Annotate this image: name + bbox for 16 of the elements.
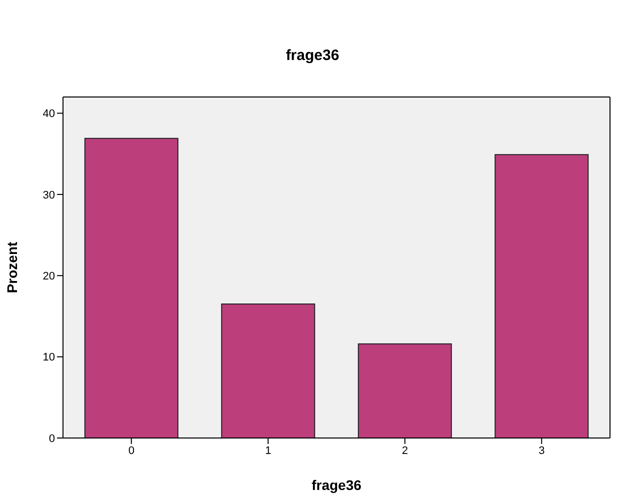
chart-title: frage36 [284, 47, 340, 64]
x-tick-label: 2 [402, 444, 408, 457]
x-tick-label: 1 [265, 444, 272, 457]
y-tick-label: 0 [48, 432, 55, 445]
x-axis-title: frage36 [312, 477, 362, 493]
bar [494, 154, 589, 438]
y-axis-title: Prozent [4, 241, 20, 294]
y-tick-label: 20 [42, 270, 55, 283]
bar [221, 304, 316, 438]
x-tick-label: 3 [538, 444, 545, 457]
y-tick-label: 10 [42, 352, 55, 364]
y-tick-label: 40 [42, 108, 55, 120]
x-tick-label: 0 [128, 444, 134, 457]
y-tick-label: 30 [42, 189, 55, 202]
bar [84, 138, 178, 438]
bar [358, 343, 452, 438]
